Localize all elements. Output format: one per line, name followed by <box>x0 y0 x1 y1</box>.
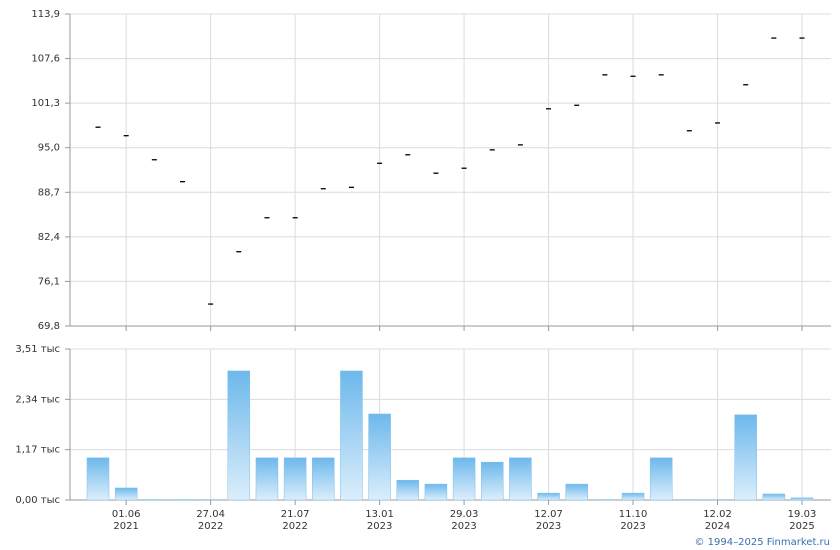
bar <box>114 487 138 501</box>
x-tick-label: 2025 <box>789 521 814 532</box>
y-tick-label: 0,00 тыс <box>15 495 60 506</box>
y-tick-label: 101,3 <box>31 98 60 109</box>
x-tick-label: 12.07 <box>534 509 563 520</box>
y-tick-label: 95,0 <box>38 143 60 154</box>
bar <box>424 483 448 501</box>
bar <box>480 461 504 501</box>
bar <box>452 457 476 501</box>
x-tick-label: 29.03 <box>450 509 479 520</box>
x-tick-label: 2023 <box>451 521 476 532</box>
x-tick-label: 12.02 <box>703 509 732 520</box>
bar <box>509 457 532 501</box>
x-tick-label: 11.10 <box>619 509 648 520</box>
x-tick-label: 2024 <box>705 521 730 532</box>
bar <box>565 483 588 501</box>
bar <box>340 370 363 501</box>
bar <box>255 457 279 501</box>
bar <box>762 493 786 501</box>
bar <box>283 457 307 501</box>
bar <box>790 497 814 501</box>
y-tick-label: 1,17 тыс <box>15 445 60 456</box>
y-tick-label: 3,51 тыс <box>15 344 60 355</box>
bar <box>227 370 251 501</box>
bar <box>396 479 420 501</box>
bar <box>621 492 645 501</box>
bar <box>368 413 391 501</box>
x-tick-label: 2021 <box>113 521 138 532</box>
x-tick-label: 2023 <box>536 521 561 532</box>
y-tick-label: 107,6 <box>31 54 60 65</box>
x-tick-label: 27.04 <box>196 509 225 520</box>
bar <box>734 414 757 501</box>
y-tick-label: 88,7 <box>38 187 60 198</box>
y-tick-label: 82,4 <box>38 232 60 243</box>
x-tick-label: 19.03 <box>788 509 817 520</box>
y-tick-label: 76,1 <box>38 276 60 287</box>
bar <box>312 457 335 501</box>
x-tick-label: 2023 <box>620 521 645 532</box>
x-tick-label: 21.07 <box>281 509 310 520</box>
x-tick-label: 2023 <box>367 521 392 532</box>
bar <box>649 457 673 501</box>
y-tick-label: 2,34 тыс <box>15 394 60 405</box>
copyright[interactable]: © 1994–2025 Finmarket.ru <box>694 537 830 548</box>
x-tick-label: 2022 <box>282 521 307 532</box>
bar <box>86 457 110 501</box>
y-tick-label: 113,9 <box>31 9 60 20</box>
x-tick-label: 01.06 <box>112 509 141 520</box>
y-tick-label: 69,8 <box>38 321 60 332</box>
bar <box>537 492 560 501</box>
x-tick-label: 13.01 <box>365 509 394 520</box>
x-tick-label: 2022 <box>198 521 223 532</box>
